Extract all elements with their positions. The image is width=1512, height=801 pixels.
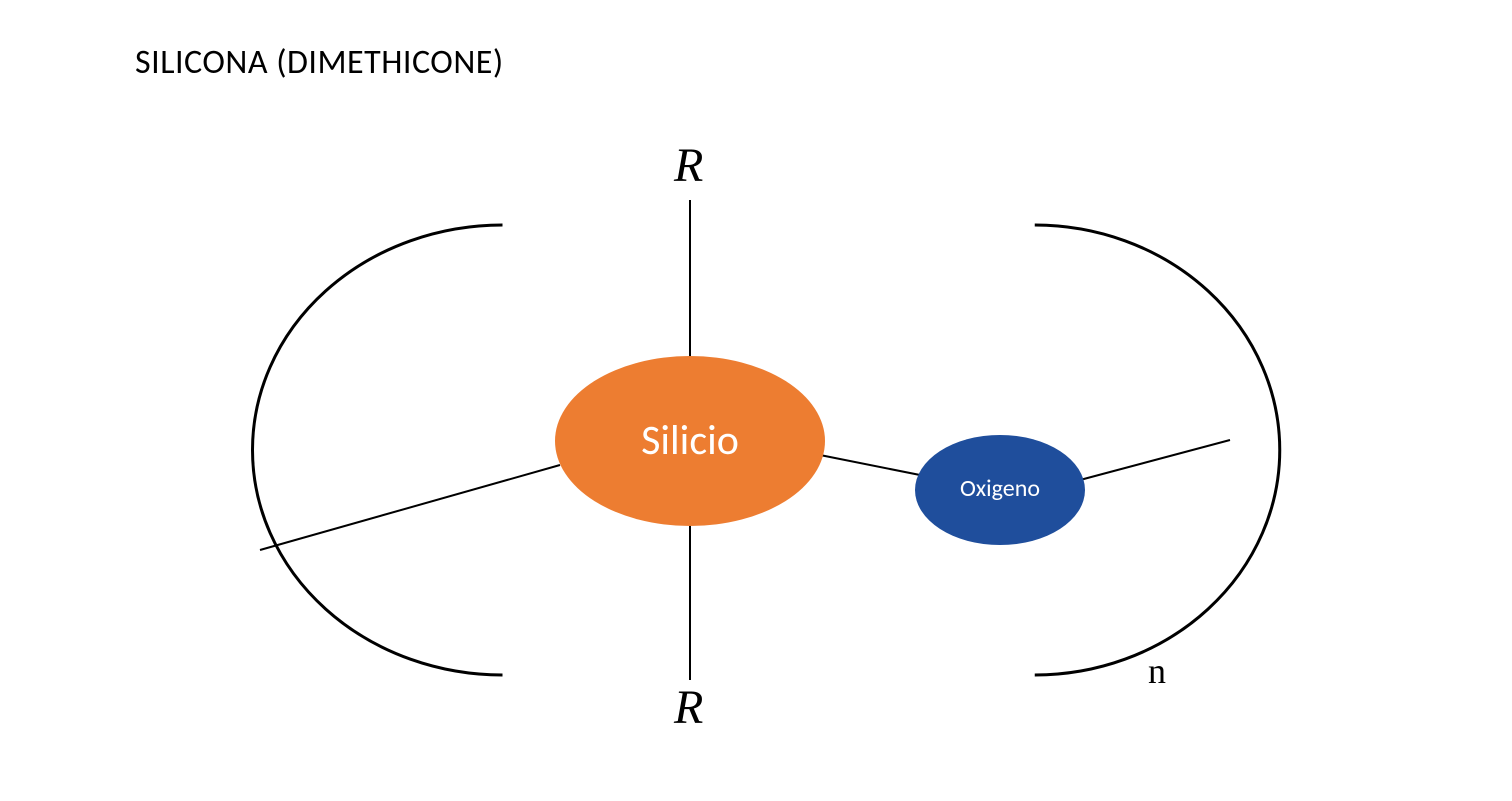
oxygen-label: Oxigeno [915,474,1085,503]
molecule-diagram [0,0,1512,801]
r-label-top: R [674,138,703,193]
bond-right [1080,440,1230,480]
paren-left [253,225,503,675]
r-label-bottom: R [674,680,703,735]
bond-mid [820,455,920,475]
silicon-label: Silicio [555,415,825,466]
subscript-n: n [1148,650,1166,692]
paren-right [1035,225,1280,675]
bond-left [260,465,560,550]
